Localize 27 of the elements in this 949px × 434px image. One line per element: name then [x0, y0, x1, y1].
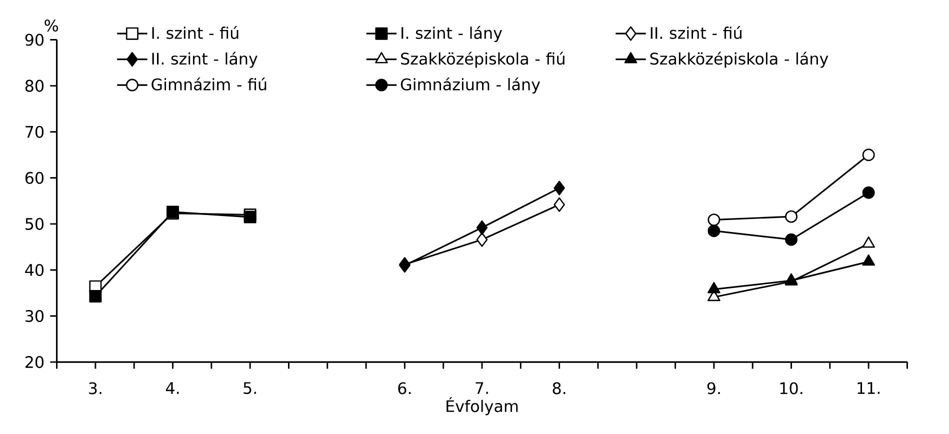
legend-label: Gimnázim - fiú [152, 78, 266, 91]
legend-label: Gimnázium - lány [400, 78, 540, 94]
x-tick-label: 4. [166, 382, 179, 394]
legend-label: II. szint - lány [152, 52, 258, 68]
legend-label: II. szint - fiú [650, 26, 742, 40]
y-tick-label: 80 [25, 80, 44, 92]
x-tick-label: 6. [398, 382, 411, 394]
x-tick-label: 3. [89, 382, 102, 394]
x-tick-label: 8. [552, 382, 566, 394]
legend-label: I. szint - fiú [152, 26, 238, 40]
y-tick-label: 90 [25, 34, 44, 46]
legend-label: I. szint - lány [402, 26, 502, 42]
x-axis-title: Évfolyam [446, 397, 518, 416]
y-tick-label: 70 [26, 126, 44, 138]
y-tick-label: 60 [25, 172, 44, 184]
y-tick-label: 40 [25, 264, 44, 276]
x-tick-label: 5. [244, 382, 256, 394]
y-tick-label: 50 [26, 218, 44, 230]
legend-label: Szakközépiskola - lány [650, 52, 828, 68]
y-tick-label: 30 [26, 310, 44, 322]
legend-label: Szakközépiskola - fiú [401, 52, 564, 68]
x-tick-label: 10. [780, 382, 802, 394]
y-tick-label: 20 [26, 356, 44, 368]
y-axis-title: % [44, 20, 58, 32]
x-tick-label: 11. [858, 382, 880, 394]
x-tick-label: 9. [707, 382, 720, 394]
x-tick-label: 7. [476, 382, 488, 394]
